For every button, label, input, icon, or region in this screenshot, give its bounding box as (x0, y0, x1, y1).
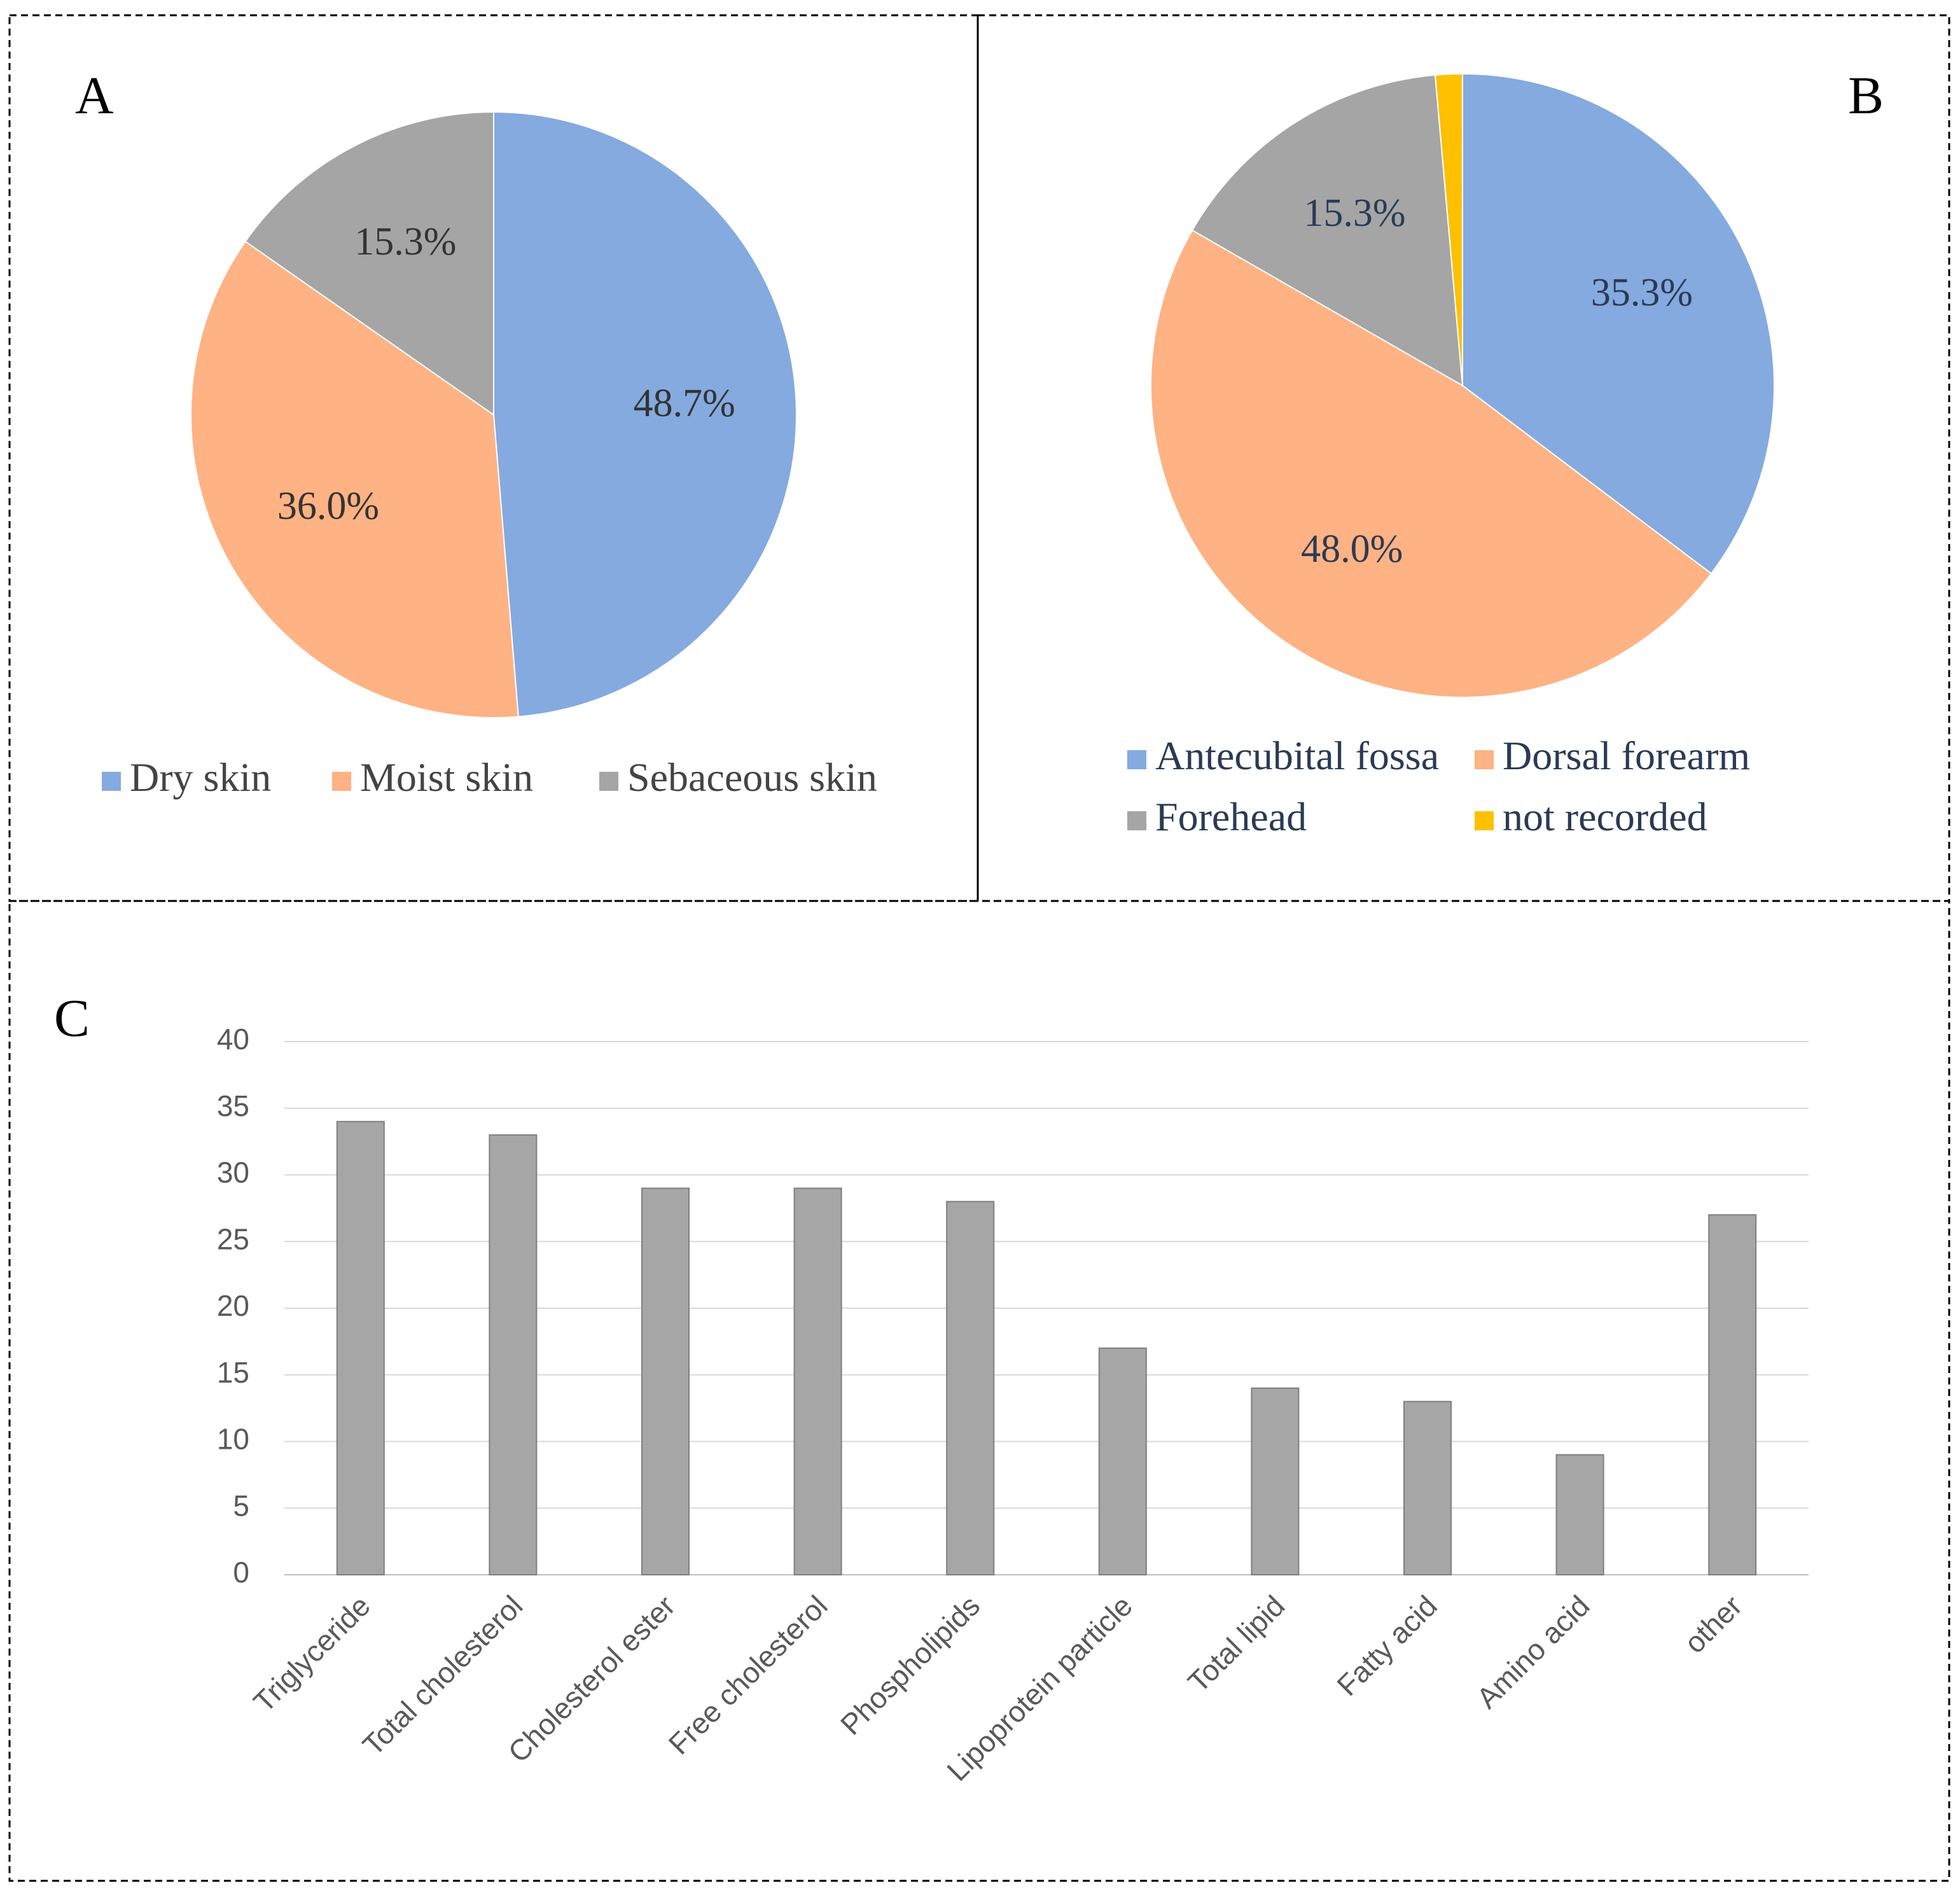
data-label-dry-skin: 48.7% (634, 382, 735, 425)
pie-slice-dorsal-forearm (1150, 229, 1713, 698)
x-tick-label-amino-acid: Amino acid (1470, 1589, 1596, 1715)
y-tick-label-15: 15 (217, 1356, 249, 1389)
pie-slice-antecubital-fossa (1462, 73, 1775, 575)
legend-entry-antecubital-fossa: Antecubital fossa (1155, 733, 1439, 778)
bar-total-lipid (1251, 1387, 1300, 1575)
panel-c-label: C (54, 989, 90, 1048)
x-tick-label-total-cholesterol: Total cholesterol (356, 1589, 529, 1762)
y-tick-label-0: 0 (233, 1556, 249, 1589)
data-label-dorsal-forearm: 48.0% (1301, 527, 1403, 571)
legend-swatch-moist-skin (332, 772, 351, 791)
x-tick-label-free-cholesterol: Free cholesterol (662, 1589, 834, 1761)
x-tick-label-triglyceride: Triglyceride (247, 1589, 377, 1719)
y-tick-label-30: 30 (217, 1156, 249, 1189)
pie-b-data-labels: 35.3% 48.0% 15.3% (1301, 192, 1693, 571)
pie-a-data-labels: 48.7% 36.0% 15.3% (277, 220, 735, 528)
pie-slice-dry-skin (493, 111, 797, 718)
bar-gridlines (284, 1041, 1809, 1575)
panel-b-frame (977, 14, 1950, 902)
panel-b-label: B (1848, 66, 1884, 125)
data-label-sebaceous-skin: 15.3% (354, 220, 456, 263)
x-tick-label-phospholipids: Phospholipids (834, 1589, 986, 1741)
legend-swatch-not-recorded (1475, 811, 1494, 830)
legend-entry-dry-skin: Dry skin (130, 755, 271, 800)
pie-slice-sebaceous-skin (244, 111, 494, 416)
bar-fatty-acid (1403, 1400, 1452, 1575)
x-tick-label-other: other (1678, 1589, 1748, 1659)
legend-entry-moist-skin: Moist skin (360, 755, 533, 800)
pie-slice-moist-skin (190, 241, 519, 718)
y-tick-label-40: 40 (217, 1022, 249, 1056)
bar-amino-acid (1555, 1454, 1604, 1575)
legend-swatch-sebaceous-skin (599, 772, 618, 791)
bar-series (336, 1120, 1757, 1576)
legend-entry-not-recorded: not recorded (1503, 794, 1707, 839)
bar-cholesterol-ester (641, 1187, 690, 1575)
pie-slice-forehead (1191, 74, 1464, 387)
y-tick-label-25: 25 (217, 1222, 249, 1255)
panel-a-label: A (75, 66, 114, 125)
bar-phospholipids (946, 1201, 995, 1575)
legend-a: Dry skin Moist skin Sebaceous skin (102, 755, 877, 800)
bar-lipoprotein-particle (1098, 1347, 1147, 1576)
legend-swatch-forehead (1127, 811, 1146, 830)
bar-y-tick-labels: 0 5 10 15 20 25 30 35 40 (217, 1022, 249, 1589)
x-tick-label-total-lipid: Total lipid (1181, 1589, 1291, 1698)
pie-a (190, 111, 797, 718)
x-tick-label-fatty-acid: Fatty acid (1330, 1589, 1443, 1702)
panel-a: A 48.7% 36.0% 15.3% Dry skin Moist skin Seba… (75, 66, 877, 800)
pie-slice-not-recorded (1434, 73, 1463, 386)
bar-other (1708, 1214, 1757, 1576)
data-label-antecubital-fossa: 35.3% (1591, 271, 1693, 314)
bar-total-cholesterol (489, 1134, 538, 1575)
legend-swatch-dry-skin (102, 772, 121, 791)
data-label-moist-skin: 36.0% (277, 485, 379, 528)
bar-free-cholesterol (793, 1187, 842, 1575)
x-tick-label-cholesterol-ester: Cholesterol ester (501, 1589, 681, 1769)
y-tick-label-35: 35 (217, 1089, 249, 1122)
y-tick-label-10: 10 (217, 1423, 249, 1456)
y-tick-label-5: 5 (233, 1489, 249, 1522)
legend-entry-sebaceous-skin: Sebaceous skin (627, 755, 877, 800)
legend-entry-forehead: Forehead (1155, 794, 1307, 839)
bar-triglyceride (336, 1120, 385, 1575)
legend-b: Antecubital fossa Dorsal forearm Forehead n… (1127, 733, 1750, 839)
legend-swatch-antecubital-fossa (1127, 750, 1146, 769)
panel-c-frame (8, 900, 1950, 1882)
pie-b (1150, 73, 1775, 698)
legend-entry-dorsal-forearm: Dorsal forearm (1503, 733, 1750, 778)
panel-b: B 35.3% 48.0% 15.3% Antecubital fossa Dorsa… (1127, 66, 1884, 839)
legend-swatch-dorsal-forearm (1475, 750, 1494, 769)
y-tick-label-20: 20 (217, 1289, 249, 1322)
data-label-forehead: 15.3% (1303, 192, 1405, 235)
